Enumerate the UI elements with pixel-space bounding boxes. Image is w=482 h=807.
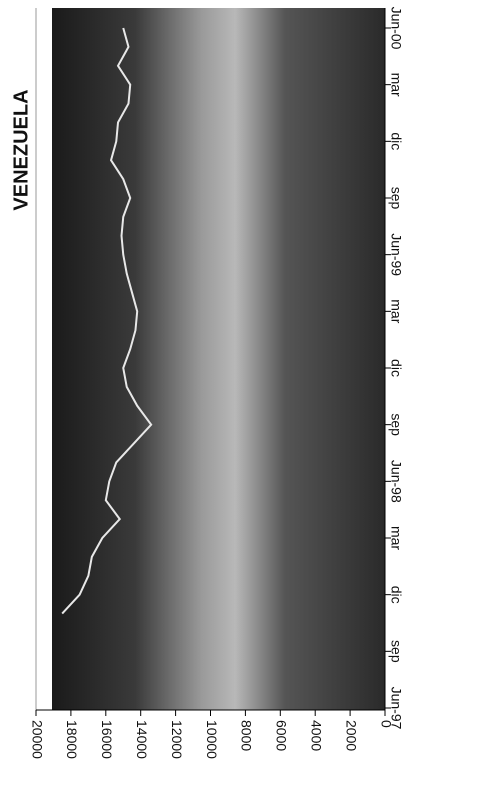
value-tick-label: 16000 bbox=[99, 720, 115, 759]
category-tick-label: sep bbox=[388, 640, 404, 663]
category-tick-label: sep bbox=[388, 413, 404, 436]
plot-area bbox=[52, 8, 385, 710]
value-tick-label: 6000 bbox=[274, 720, 290, 751]
value-tick-label: 12000 bbox=[169, 720, 185, 759]
category-tick-label: dic bbox=[388, 586, 404, 604]
category-tick-label: mar bbox=[388, 73, 404, 97]
value-tick-label: 20000 bbox=[29, 720, 45, 759]
category-tick-label: dic bbox=[388, 359, 404, 377]
category-tick-label: Jun-97 bbox=[388, 687, 404, 730]
category-tick-label: mar bbox=[388, 299, 404, 323]
category-tick-label: Jun-00 bbox=[388, 7, 404, 50]
category-tick-label: mar bbox=[388, 526, 404, 550]
value-tick-label: 4000 bbox=[308, 720, 324, 751]
category-tick-label: dic bbox=[388, 132, 404, 150]
category-tick-label: Jun-98 bbox=[388, 460, 404, 503]
category-tick-label: Jun-99 bbox=[388, 233, 404, 276]
data-line bbox=[61, 27, 153, 615]
category-tick-label: sep bbox=[388, 187, 404, 210]
value-tick-label: 8000 bbox=[239, 720, 255, 751]
value-tick-label: 10000 bbox=[204, 720, 220, 759]
value-tick-label: 0 bbox=[378, 720, 394, 728]
value-tick-label: 2000 bbox=[343, 720, 359, 751]
chart-title: VENEZUELA bbox=[10, 89, 32, 210]
value-tick-label: 18000 bbox=[64, 720, 80, 759]
value-tick-label: 14000 bbox=[134, 720, 150, 759]
